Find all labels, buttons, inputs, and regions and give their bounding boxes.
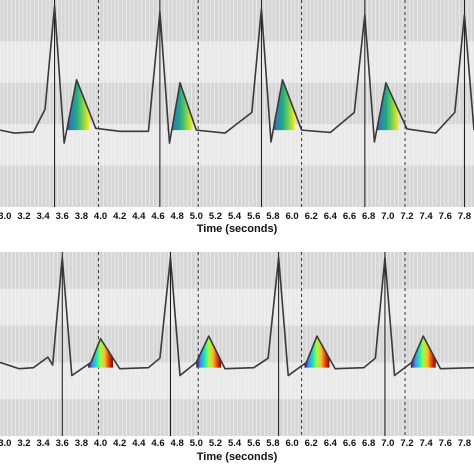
x-tick-label: 4.2 <box>113 211 126 222</box>
x-tick-label: 3.2 <box>17 211 30 222</box>
x-tick-label: 5.4 <box>228 438 242 449</box>
x-tick-label: 4.4 <box>132 211 146 222</box>
x-tick-label: 6.6 <box>343 438 356 449</box>
x-tick-label: 6.6 <box>343 211 356 222</box>
ecg-trace <box>0 256 474 377</box>
bottom-ecg-panel: 3.0 3.2 3.4 3.6 3.8 4.0 4.2 4.4 4.6 4.8 5.0 5.2 5.4 5… <box>0 252 474 463</box>
plot-band <box>0 124 474 166</box>
x-tick-label: 5.8 <box>266 438 279 449</box>
x-tick-label: 5.6 <box>247 438 260 449</box>
x-axis-title: Time (seconds) <box>197 451 278 463</box>
x-tick-label: 7.4 <box>420 438 434 449</box>
x-tick-label: 7.8 <box>458 211 471 222</box>
x-tick-label: 4.2 <box>113 438 126 449</box>
t-wave-highlight <box>64 79 90 131</box>
x-tick-label: 7.0 <box>381 211 394 222</box>
x-tick-label: 5.8 <box>266 211 279 222</box>
x-tick-label: 7.8 <box>458 438 471 449</box>
x-tick-label: 5.0 <box>190 211 203 222</box>
x-tick-label: 3.0 <box>0 438 11 449</box>
x-tick-label: 6.2 <box>305 438 318 449</box>
x-tick-label: 3.8 <box>75 438 88 449</box>
x-tick-label: 3.4 <box>36 438 50 449</box>
t-wave-highlight <box>167 82 193 131</box>
x-tick-label: 4.8 <box>171 211 184 222</box>
x-tick-label: 4.0 <box>94 438 107 449</box>
x-tick-label: 3.6 <box>56 211 69 222</box>
x-tick-label: 3.0 <box>0 211 11 222</box>
x-tick-label: 6.4 <box>324 211 338 222</box>
x-tick-label: 6.8 <box>362 211 375 222</box>
x-tick-label: 6.0 <box>285 211 298 222</box>
plot-background <box>0 0 474 207</box>
t-wave-highlight <box>410 336 436 368</box>
plot-band <box>0 288 474 326</box>
x-tick-label: 7.4 <box>420 211 434 222</box>
x-tick-label: 7.2 <box>400 438 413 449</box>
x-tick-label: 3.6 <box>56 438 69 449</box>
t-wave-highlight <box>196 336 222 368</box>
x-tick-label: 3.4 <box>36 211 50 222</box>
t-wave-highlight <box>304 336 330 368</box>
x-tick-label: 4.8 <box>171 438 184 449</box>
x-tick-label: 3.8 <box>75 211 88 222</box>
x-tick-label: 5.6 <box>247 211 260 222</box>
ecg-trace <box>0 5 474 144</box>
plot-background <box>0 252 474 436</box>
x-axis-title: Time (seconds) <box>197 223 278 235</box>
x-tick-label: 4.6 <box>151 438 164 449</box>
x-tick-label: 7.6 <box>439 438 452 449</box>
x-tick-label: 6.8 <box>362 438 375 449</box>
x-tick-label: 4.6 <box>151 211 164 222</box>
t-wave-highlight <box>88 338 113 368</box>
x-tick-label: 5.2 <box>209 438 222 449</box>
plot-band <box>0 41 474 83</box>
x-tick-label: 7.6 <box>439 211 452 222</box>
x-tick-label: 6.0 <box>285 438 298 449</box>
x-tick-label: 3.2 <box>17 438 30 449</box>
x-tick-label: 5.0 <box>190 438 203 449</box>
x-tick-label: 7.0 <box>381 438 394 449</box>
x-tick-label: 5.4 <box>228 211 242 222</box>
x-tick-label: 5.2 <box>209 211 222 222</box>
x-tick-label: 7.2 <box>400 211 413 222</box>
x-tick-label: 4.4 <box>132 438 146 449</box>
x-tick-label: 6.4 <box>324 438 338 449</box>
x-tick-label: 6.2 <box>305 211 318 222</box>
top-ecg-panel: 3.0 3.2 3.4 3.6 3.8 4.0 4.2 4.4 4.6 4.8 5.0 5.2 5.4 5… <box>0 0 474 235</box>
x-tick-label: 4.0 <box>94 211 107 222</box>
